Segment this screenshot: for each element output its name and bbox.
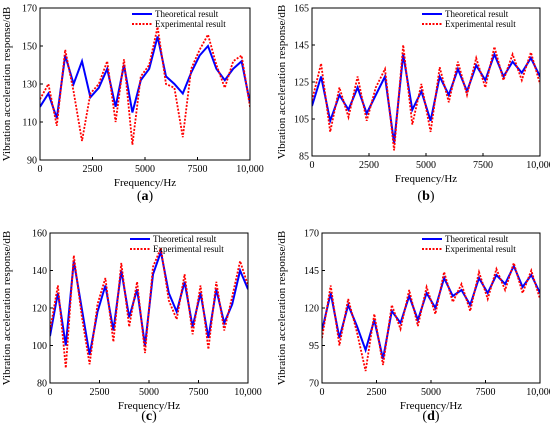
- y-tick-label: 120: [304, 304, 319, 315]
- y-tick-label: 170: [304, 229, 319, 240]
- y-tick-label: 120: [32, 304, 47, 315]
- y-tick-label: 140: [32, 266, 47, 277]
- y-tick-label: 150: [22, 42, 37, 53]
- legend-experimental-label: Experimental result: [153, 244, 224, 254]
- x-tick-label: 0: [310, 160, 315, 171]
- x-tick-label: 7500: [189, 387, 209, 398]
- theoretical-series-line: [40, 36, 250, 119]
- y-axis-label: Vibration acceleration response/dB: [1, 7, 13, 162]
- chart-panel-c: 0 2500 5000 7500 10,000 80 100 120 140 160 Frequen…: [1, 229, 262, 425]
- theoretical-series-line: [312, 51, 540, 144]
- y-tick-label: 80: [37, 379, 47, 390]
- y-tick-label: 90: [27, 156, 37, 167]
- panel-label: (d): [422, 409, 439, 424]
- legend-theoretical-label: Theoretical result: [445, 9, 509, 19]
- chart-panel-b: 0 2500 5000 7500 10,000 85 105 125 145 165 Frequen…: [276, 4, 550, 205]
- x-axis-label: Frequency/Hz: [395, 173, 457, 185]
- x-tick-label: 7500: [188, 164, 208, 175]
- x-tick-label: 5000: [421, 387, 441, 398]
- x-axis-label: Frequency/Hz: [118, 400, 180, 412]
- x-tick-label: 2500: [83, 164, 103, 175]
- legend-theoretical-label: Theoretical result: [155, 9, 219, 19]
- x-tick-label: 10,000: [526, 160, 550, 171]
- plot-frame: [39, 7, 251, 161]
- theoretical-series-line: [50, 247, 248, 356]
- y-tick-label: 95: [309, 341, 319, 352]
- x-tick-label: 5000: [135, 164, 155, 175]
- x-tick-label: 2500: [359, 160, 379, 171]
- y-tick-label: 160: [32, 229, 47, 240]
- chart-panel-d: 0 2500 5000 7500 10,000 70 95 120 145 170 Frequenc…: [276, 229, 550, 425]
- x-tick-label: 0: [38, 164, 43, 175]
- theoretical-series-line: [322, 263, 540, 360]
- y-tick-label: 170: [22, 4, 37, 15]
- x-tick-label: 5000: [139, 387, 159, 398]
- legend-experimental-label: Experimental result: [445, 244, 516, 254]
- experimental-series-line: [312, 44, 540, 151]
- y-tick-label: 110: [22, 118, 37, 129]
- panel-label: (c): [141, 409, 157, 424]
- legend-experimental-label: Experimental result: [445, 19, 516, 29]
- chart-panel-a: 0 2500 5000 7500 10,000 90 110 130 150 170 Frequen…: [1, 4, 264, 205]
- x-tick-label: 7500: [473, 160, 493, 171]
- x-tick-label: 0: [48, 387, 53, 398]
- legend-theoretical-label: Theoretical result: [153, 234, 217, 244]
- panel-label: (a): [137, 189, 154, 204]
- x-axis-label: Frequency/Hz: [114, 177, 176, 189]
- legend-experimental-label: Experimental result: [155, 19, 226, 29]
- experimental-series-line: [50, 244, 248, 369]
- x-tick-label: 0: [320, 387, 325, 398]
- y-axis-label: Vibration acceleration response/dB: [276, 231, 288, 386]
- y-tick-label: 145: [294, 41, 309, 52]
- y-tick-label: 125: [294, 78, 309, 89]
- x-tick-label: 10,000: [526, 387, 550, 398]
- experimental-series-line: [40, 26, 250, 145]
- x-tick-label: 10,000: [236, 164, 264, 175]
- x-tick-label: 10,000: [234, 387, 262, 398]
- y-tick-label: 85: [299, 152, 309, 163]
- y-tick-label: 70: [309, 379, 319, 390]
- x-tick-label: 5000: [416, 160, 436, 171]
- y-tick-label: 145: [304, 266, 319, 277]
- plot-frame: [311, 7, 541, 157]
- y-tick-label: 165: [294, 4, 309, 15]
- x-tick-label: 2500: [90, 387, 110, 398]
- y-axis-label: Vibration acceleration response/dB: [1, 231, 13, 386]
- panel-label: (b): [417, 189, 434, 204]
- y-tick-label: 130: [22, 80, 37, 91]
- x-axis-label: Frequency/Hz: [400, 400, 462, 412]
- y-tick-label: 105: [294, 115, 309, 126]
- plot-frame: [321, 232, 541, 384]
- experimental-series-line: [322, 259, 540, 372]
- x-tick-label: 2500: [367, 387, 387, 398]
- y-tick-label: 100: [32, 341, 47, 352]
- legend-theoretical-label: Theoretical result: [445, 234, 509, 244]
- x-tick-label: 7500: [476, 387, 496, 398]
- y-axis-label: Vibration acceleration response/dB: [276, 5, 288, 160]
